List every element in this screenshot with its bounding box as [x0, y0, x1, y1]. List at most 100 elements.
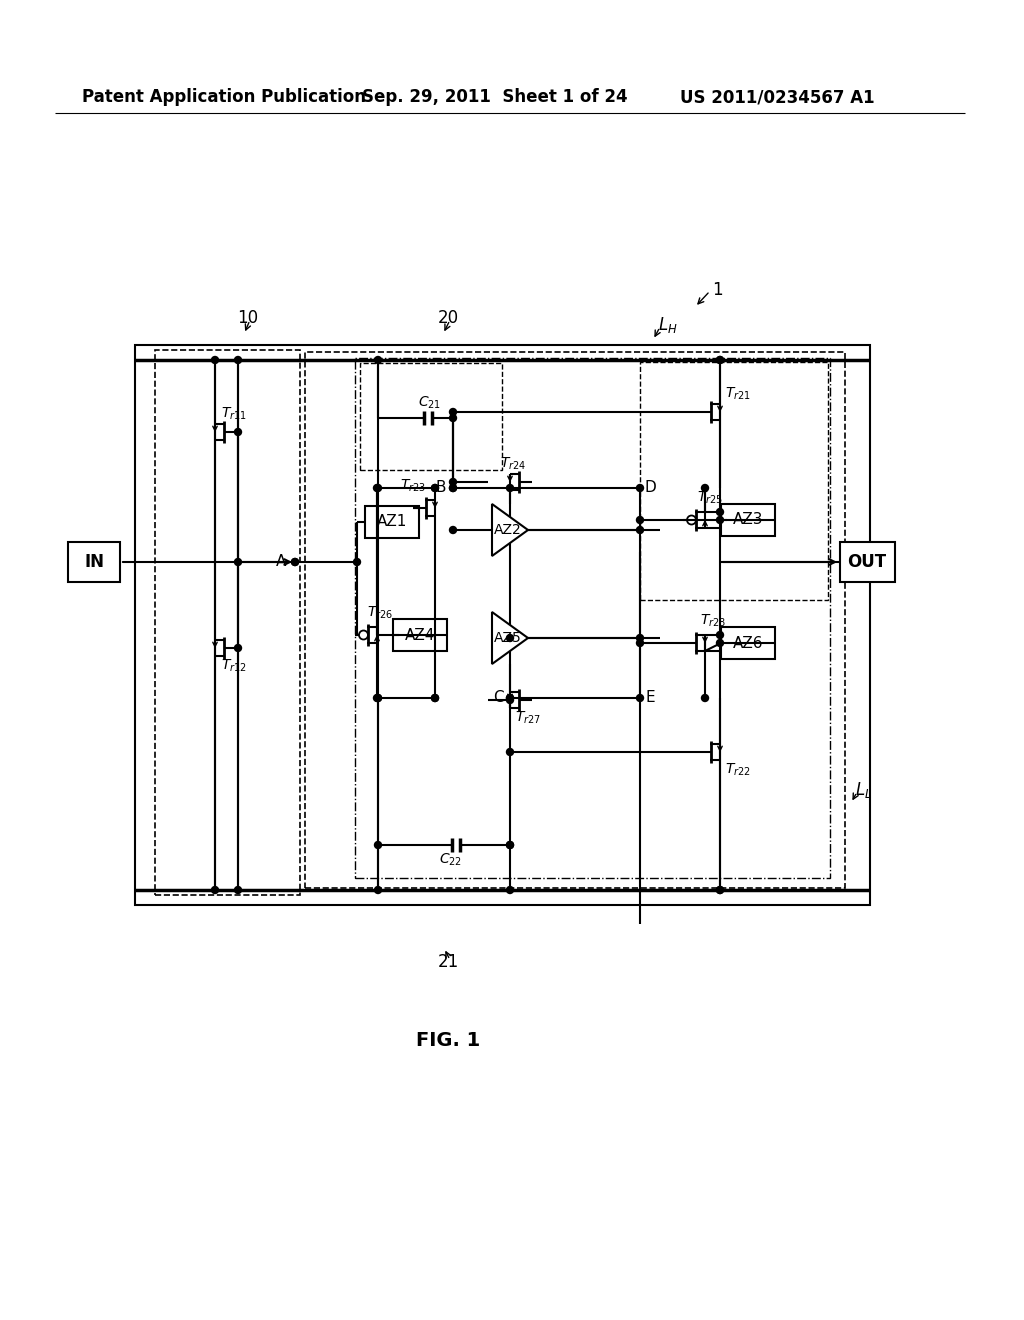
Text: AZ4: AZ4 [404, 627, 435, 643]
Text: $T_{r11}$: $T_{r11}$ [221, 405, 247, 422]
Circle shape [353, 558, 360, 565]
Circle shape [431, 484, 438, 491]
Circle shape [450, 527, 457, 533]
Text: Patent Application Publication: Patent Application Publication [82, 88, 366, 106]
Text: 10: 10 [238, 309, 259, 327]
Circle shape [507, 484, 513, 491]
Text: Sep. 29, 2011  Sheet 1 of 24: Sep. 29, 2011 Sheet 1 of 24 [362, 88, 628, 106]
Bar [721, 627, 775, 659]
Circle shape [450, 484, 457, 491]
Text: C: C [493, 690, 504, 705]
Circle shape [450, 479, 457, 486]
Circle shape [234, 429, 242, 436]
Circle shape [637, 484, 643, 491]
Circle shape [717, 639, 724, 647]
Circle shape [637, 635, 643, 642]
Circle shape [701, 694, 709, 701]
Text: $C_{22}$: $C_{22}$ [439, 851, 463, 869]
Circle shape [292, 558, 299, 565]
Text: $T_{r25}$: $T_{r25}$ [697, 490, 723, 506]
Circle shape [375, 694, 382, 701]
Text: $T_{r28}$: $T_{r28}$ [700, 612, 726, 630]
Circle shape [450, 408, 457, 416]
Circle shape [637, 516, 643, 524]
Text: IN: IN [84, 553, 104, 572]
Circle shape [507, 694, 513, 701]
Circle shape [234, 887, 242, 894]
Text: $T_{r24}$: $T_{r24}$ [500, 455, 526, 473]
Text: AZ1: AZ1 [377, 515, 408, 529]
Text: B: B [436, 480, 446, 495]
Text: $T_{r12}$: $T_{r12}$ [221, 657, 247, 675]
Bar [393, 619, 447, 651]
Text: A: A [275, 554, 286, 569]
Circle shape [507, 842, 513, 849]
Circle shape [374, 694, 381, 701]
Bar [305, 352, 845, 888]
Polygon shape [492, 612, 528, 664]
Circle shape [507, 748, 513, 755]
Circle shape [717, 631, 724, 639]
Text: OUT: OUT [848, 553, 887, 572]
Circle shape [717, 887, 724, 894]
Circle shape [717, 516, 724, 524]
Text: $L_H$: $L_H$ [658, 315, 678, 335]
Circle shape [701, 484, 709, 491]
Text: AZ2: AZ2 [495, 523, 522, 537]
Text: $T_{r22}$: $T_{r22}$ [725, 762, 751, 779]
Circle shape [637, 639, 643, 647]
Text: E: E [645, 690, 654, 705]
Circle shape [234, 644, 242, 652]
Circle shape [717, 887, 724, 894]
Text: $C_{21}$: $C_{21}$ [418, 395, 441, 412]
Bar [355, 358, 830, 878]
Bar [721, 504, 775, 536]
Bar [640, 362, 828, 601]
Bar [135, 345, 870, 906]
Polygon shape [492, 504, 528, 556]
Text: US 2011/0234567 A1: US 2011/0234567 A1 [680, 88, 874, 106]
Circle shape [234, 558, 242, 565]
Bar [365, 506, 419, 539]
Text: AZ5: AZ5 [495, 631, 522, 645]
Bar [360, 363, 502, 470]
Circle shape [450, 484, 457, 491]
Circle shape [375, 887, 382, 894]
Circle shape [292, 558, 299, 565]
Text: 21: 21 [437, 953, 459, 972]
Circle shape [375, 356, 382, 363]
Circle shape [507, 635, 513, 642]
Text: D: D [644, 480, 656, 495]
Circle shape [507, 694, 513, 701]
Circle shape [507, 697, 513, 704]
Circle shape [375, 842, 382, 849]
Circle shape [375, 484, 382, 491]
Text: $T_{r23}$: $T_{r23}$ [400, 478, 426, 494]
Circle shape [431, 694, 438, 701]
Text: FIG. 1: FIG. 1 [416, 1031, 480, 1049]
Circle shape [431, 484, 438, 491]
Circle shape [637, 527, 643, 533]
Text: $T_{r26}$: $T_{r26}$ [367, 605, 393, 622]
Text: AZ6: AZ6 [733, 635, 763, 651]
Text: AZ3: AZ3 [733, 512, 763, 528]
Circle shape [507, 842, 513, 849]
Circle shape [234, 356, 242, 363]
Circle shape [637, 694, 643, 701]
Text: $T_{r27}$: $T_{r27}$ [515, 710, 541, 726]
Circle shape [717, 356, 724, 363]
Circle shape [717, 508, 724, 516]
Circle shape [212, 887, 218, 894]
Circle shape [431, 694, 438, 701]
Text: 1: 1 [712, 281, 723, 300]
Text: 20: 20 [437, 309, 459, 327]
Bar [155, 350, 300, 895]
Text: $L_L$: $L_L$ [855, 780, 872, 800]
Circle shape [374, 484, 381, 491]
Circle shape [717, 356, 724, 363]
Bar [840, 543, 895, 582]
Bar [68, 543, 120, 582]
Circle shape [507, 887, 513, 894]
Circle shape [450, 414, 457, 421]
Circle shape [375, 694, 382, 701]
